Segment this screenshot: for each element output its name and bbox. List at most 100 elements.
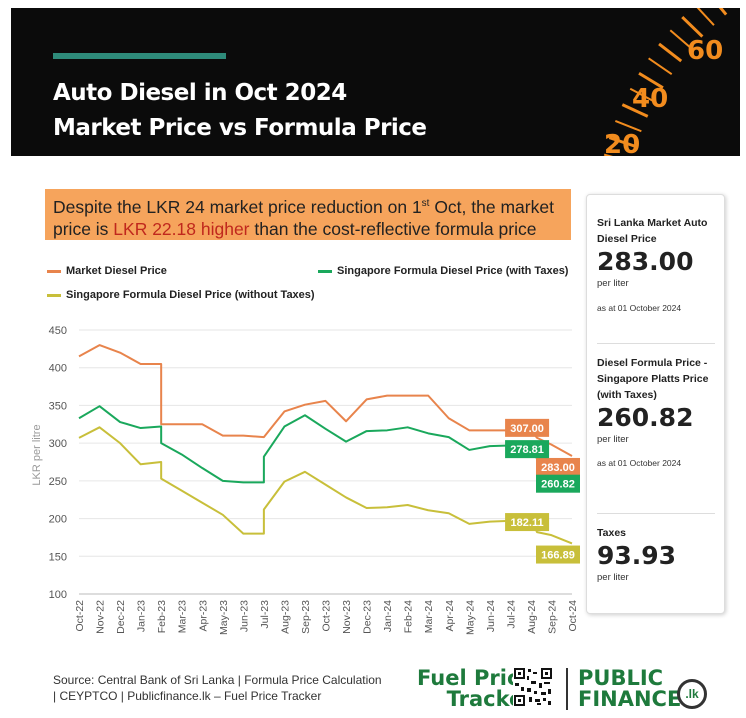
- taxes-label: Taxes: [597, 527, 626, 539]
- data-labels: 307.00 283.00 278.81 260.82 182.11 166.89: [505, 418, 580, 564]
- gauge-tick: [621, 103, 649, 118]
- gauge-tick: [638, 71, 664, 90]
- x-tick-label: Oct-22: [74, 600, 86, 632]
- market-price-unit: per liter: [597, 278, 629, 289]
- x-tick-label: Aug-23: [279, 600, 291, 634]
- market-price-date: as at 01 October 2024: [597, 303, 682, 313]
- gauge-tick: [629, 87, 656, 103]
- market-price-value: 283.00: [597, 247, 694, 276]
- x-tick-label: Apr-23: [197, 600, 209, 632]
- fuel-price-tracker-logo: Fuel Price Tracker: [417, 668, 534, 710]
- x-tick-label: Nov-23: [341, 600, 353, 634]
- y-tick-label: 350: [49, 400, 67, 412]
- page-title: Auto Diesel in Oct 2024 Market Price vs …: [53, 76, 427, 146]
- x-tick-label: Jan-23: [136, 600, 148, 632]
- formula-price-block: Diesel Formula Price - Singapore Platts …: [597, 355, 717, 469]
- x-tick-label: Oct-24: [567, 600, 579, 632]
- legend-swatch-without-tax: [47, 293, 61, 297]
- x-tick-label: Jan-24: [382, 600, 394, 632]
- formula-price-date: as at 01 October 2024: [597, 458, 682, 468]
- y-tick-label: 400: [49, 363, 67, 375]
- callout-part-1: Despite the LKR 24 market price reductio…: [53, 196, 422, 217]
- x-tick-label: Jun-24: [485, 600, 497, 632]
- x-tick-label: Dec-23: [362, 600, 374, 634]
- gauge-label-60: 60: [687, 36, 723, 66]
- x-tick-label: Dec-22: [115, 600, 127, 634]
- title-line-1: Auto Diesel in Oct 2024: [53, 80, 347, 106]
- legend-market: Market Diesel Price: [47, 265, 167, 277]
- x-tick-label: Apr-24: [444, 600, 456, 632]
- y-axis-label: LKR per litre: [31, 424, 43, 485]
- x-axis-ticks: Oct-22 Nov-22 Dec-22 Jan-23 Feb-23 Mar-23 Apr-…: [74, 600, 579, 635]
- series-lines: [78, 344, 573, 545]
- x-tick-label: Mar-23: [177, 600, 189, 633]
- source-line-2: | CEYPTCO | Publicfinance.lk – Fuel Pric…: [53, 689, 322, 703]
- legend-swatch-market: [47, 269, 61, 273]
- legend-with-tax: Singapore Formula Diesel Price (with Tax…: [318, 265, 568, 277]
- data-label: 307.00: [510, 423, 544, 435]
- gauge-tick: [669, 29, 693, 50]
- x-tick-label: Nov-22: [95, 600, 107, 634]
- taxes-block: Taxes 93.93 per liter: [597, 525, 717, 585]
- x-tick-label: Oct-23: [321, 600, 333, 632]
- summary-card: Sri Lanka Market Auto Diesel Price 283.0…: [586, 194, 725, 614]
- gauge-tick: [648, 57, 673, 75]
- x-tick-label: Feb-24: [403, 600, 415, 633]
- callout-sup: st: [421, 198, 430, 209]
- gauge-tick: [681, 16, 704, 38]
- callout-box: Despite the LKR 24 market price reductio…: [45, 189, 571, 240]
- x-tick-label: Jul-24: [505, 600, 517, 629]
- x-tick-label: Sep-24: [546, 600, 558, 634]
- y-axis-ticks: 100 150 200 250 300 350 400 450: [49, 325, 67, 601]
- lk-badge-icon: .lk: [677, 679, 707, 709]
- card-divider: [597, 513, 715, 514]
- data-label-box: [505, 513, 550, 532]
- legend-swatch-with-tax: [318, 269, 332, 273]
- chart-grid: [79, 329, 572, 595]
- gauge-label-40: 40: [632, 84, 668, 114]
- brand1-line-2: Tracker: [446, 687, 534, 711]
- y-tick-label: 300: [49, 438, 67, 450]
- legend-label-with-tax: Singapore Formula Diesel Price (with Tax…: [337, 265, 569, 277]
- qr-code-icon[interactable]: [513, 667, 553, 707]
- y-tick-label: 150: [49, 551, 67, 563]
- brand1-line-1: Fuel Price: [417, 666, 534, 690]
- y-tick-label: 450: [49, 325, 67, 337]
- callout-highlight: LKR 22.18 higher: [113, 218, 250, 239]
- x-tick-label: May-23: [218, 600, 230, 635]
- y-tick-label: 100: [49, 589, 67, 601]
- x-tick-label: Jun-23: [238, 600, 250, 632]
- market-price-block: Sri Lanka Market Auto Diesel Price 283.0…: [597, 215, 717, 314]
- y-tick-label: 250: [49, 476, 67, 488]
- legend-label-market: Market Diesel Price: [66, 265, 167, 277]
- gauge-tick: [718, 8, 728, 16]
- data-label-box: [505, 418, 550, 437]
- data-label: 182.11: [511, 517, 544, 529]
- legend-without-tax: Singapore Formula Diesel Price (without …: [47, 289, 315, 301]
- callout-text: Despite the LKR 24 market price reductio…: [53, 193, 568, 240]
- gauge-tick: [658, 42, 683, 63]
- data-label-box: [536, 545, 580, 564]
- y-tick-label: 200: [49, 514, 67, 526]
- x-tick-label: May-24: [464, 600, 476, 635]
- taxes-value: 93.93: [597, 541, 677, 570]
- data-label-box: [536, 457, 580, 476]
- data-label-box: [536, 474, 580, 493]
- data-label-box: [505, 440, 550, 459]
- x-tick-label: Sep-23: [300, 600, 312, 634]
- x-tick-label: Aug-24: [526, 600, 538, 634]
- footer-divider: [566, 668, 568, 710]
- public-finance-logo: PUBLIC FINANCE: [578, 668, 681, 710]
- data-label: 260.82: [541, 479, 575, 491]
- series-line-2: [78, 426, 573, 545]
- header-banner: Auto Diesel in Oct 2024 Market Price vs …: [11, 8, 740, 156]
- brand2-line-2: FINANCE: [578, 687, 682, 711]
- x-tick-label: Mar-24: [423, 600, 435, 633]
- formula-price-unit: per liter: [597, 434, 629, 445]
- gauge-tick: [696, 8, 715, 26]
- data-label: 278.81: [510, 444, 544, 456]
- card-divider: [597, 343, 715, 344]
- speedometer-graphic: 60 40 20: [603, 8, 728, 156]
- source-line-1: Source: Central Bank of Sri Lanka | Form…: [53, 673, 382, 687]
